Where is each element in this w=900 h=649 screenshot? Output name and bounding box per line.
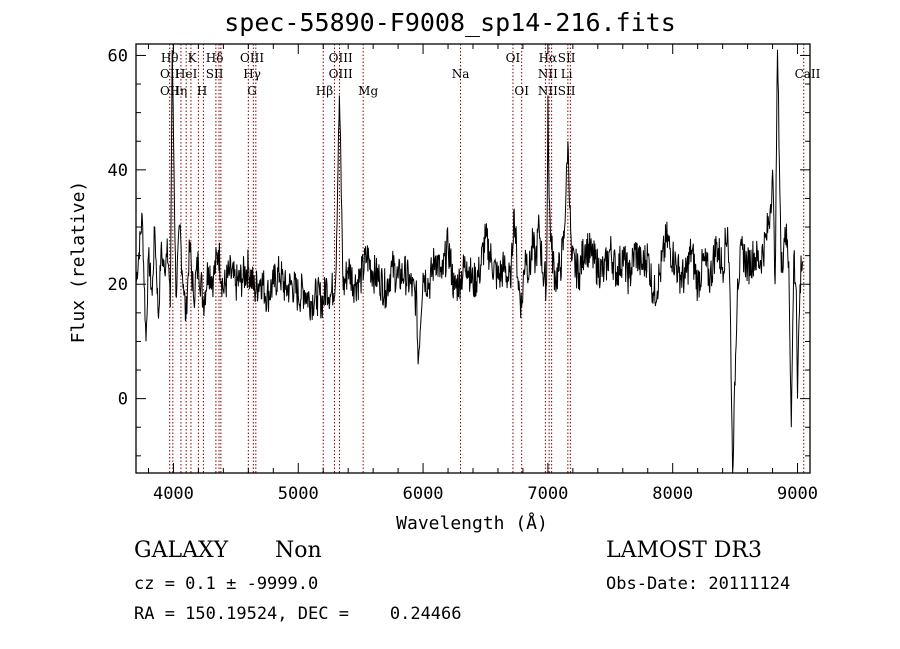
line-label: H [197, 84, 207, 98]
object-subclass: Non [275, 538, 322, 563]
y-tick-label: 60 [108, 46, 128, 66]
line-label: K [188, 51, 198, 65]
line-label: Li [561, 67, 573, 81]
line-label: SII [206, 67, 224, 81]
x-tick-label: 4000 [153, 484, 194, 504]
line-label: Hγ [243, 67, 261, 81]
line-label: Hα [539, 51, 558, 65]
redshift-text: cz = 0.1 ± -9999.0 [134, 574, 319, 594]
spectrum-line [135, 49, 803, 474]
line-label: Hθ [161, 51, 179, 65]
line-label: SII [558, 51, 576, 65]
axis-tick-labels: 4000 5000 6000 7000 8000 9000 0 20 40 60 [108, 46, 818, 504]
spectrum-series [135, 49, 803, 474]
line-label: OIII [329, 67, 353, 81]
line-label: Hβ [316, 84, 333, 98]
line-label: OIII [240, 51, 264, 65]
line-label: OI [506, 51, 521, 65]
line-label: OII [160, 67, 180, 81]
line-label: OIII [329, 51, 353, 65]
obs-date-text: Obs-Date: 20111124 [606, 574, 791, 594]
line-label: NII [538, 67, 558, 81]
line-label: OII [160, 84, 180, 98]
x-tick-label: 8000 [652, 484, 693, 504]
x-axis-label: Wavelength (Å) [396, 512, 548, 534]
survey-name: LAMOST DR3 [606, 538, 762, 563]
x-tick-label: 9000 [777, 484, 818, 504]
emission-line-markers [169, 44, 805, 473]
y-tick-label: 0 [118, 390, 128, 410]
x-tick-label: 5000 [278, 484, 319, 504]
line-label: NII [538, 84, 558, 98]
x-tick-label: 7000 [527, 484, 568, 504]
line-label: Hη [170, 84, 188, 98]
y-axis-label: Flux (relative) [68, 181, 89, 344]
line-label: Hδ [206, 51, 224, 65]
line-label: OI [514, 84, 529, 98]
line-label: G [247, 84, 257, 98]
line-label: SII [558, 84, 576, 98]
coordinates-text: RA = 150.19524, DEC = 0.24466 [134, 604, 462, 624]
y-tick-label: 20 [108, 275, 128, 295]
plot-frame [135, 43, 811, 474]
line-label: CaII [795, 67, 821, 81]
line-label: HeI [175, 67, 198, 81]
object-class: GALAXY [134, 538, 229, 563]
line-label: Na [452, 67, 470, 81]
y-tick-label: 40 [108, 161, 128, 181]
axis-ticks [136, 44, 810, 473]
x-tick-label: 6000 [403, 484, 444, 504]
line-label: Mg [358, 84, 378, 98]
chart-title: spec-55890-F9008_sp14-216.fits [224, 8, 676, 37]
